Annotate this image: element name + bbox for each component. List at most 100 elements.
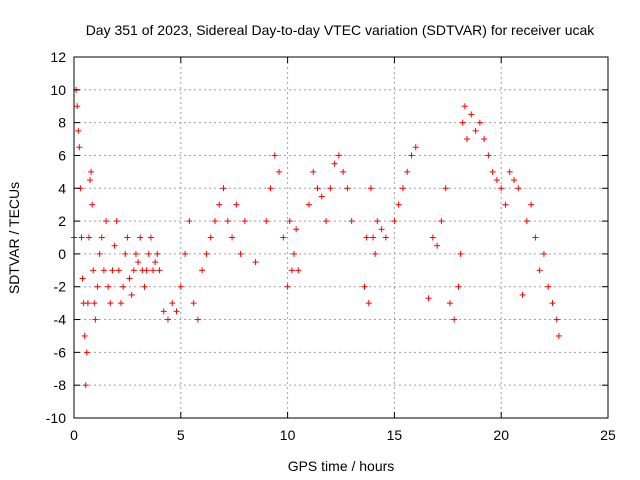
data-point <box>271 152 278 159</box>
data-point <box>314 185 321 192</box>
y-axis-label: SDTVAR / TECUs <box>6 182 22 294</box>
data-point <box>190 300 197 307</box>
data-point <box>459 119 466 126</box>
data-point <box>186 218 193 225</box>
data-point <box>160 308 167 315</box>
data-point <box>154 250 161 257</box>
data-point <box>216 201 223 208</box>
axis-ticks: -10 -8 -6 -4 -2 0 2 4 6 8 10 12 0 5 10 15 20 25 <box>46 49 616 443</box>
data-point <box>111 242 118 249</box>
data-point <box>207 234 214 241</box>
data-points <box>71 86 562 389</box>
data-point <box>224 218 231 225</box>
data-point <box>412 144 419 151</box>
data-point <box>331 160 338 167</box>
data-point <box>382 234 389 241</box>
data-point <box>318 193 325 200</box>
data-point <box>404 168 411 175</box>
data-point <box>81 332 88 339</box>
data-point <box>515 185 522 192</box>
data-point <box>523 218 530 225</box>
data-point <box>156 267 163 274</box>
data-point <box>135 259 142 266</box>
data-point <box>348 218 355 225</box>
data-point <box>76 144 83 151</box>
data-point <box>233 201 240 208</box>
data-point <box>451 316 458 323</box>
data-point <box>284 283 291 290</box>
y-tick-label: 8 <box>58 115 66 131</box>
data-point <box>323 218 330 225</box>
data-point <box>365 300 372 307</box>
data-point <box>446 300 453 307</box>
data-point <box>464 136 471 143</box>
data-point <box>90 267 97 274</box>
y-tick-label: -2 <box>54 279 67 295</box>
x-tick-label: 20 <box>493 427 509 443</box>
data-point <box>502 201 509 208</box>
data-point <box>130 267 137 274</box>
x-tick-label: 5 <box>177 427 185 443</box>
data-point <box>82 382 89 389</box>
data-point <box>89 201 96 208</box>
data-point <box>327 185 334 192</box>
data-point <box>555 332 562 339</box>
data-point <box>98 234 105 241</box>
data-point <box>173 308 180 315</box>
y-tick-label: 6 <box>58 147 66 163</box>
data-point <box>425 295 432 302</box>
data-point <box>79 275 86 282</box>
y-tick-label: -4 <box>54 312 67 328</box>
data-point <box>96 250 103 257</box>
data-point <box>229 234 236 241</box>
data-point <box>85 234 92 241</box>
data-point <box>88 168 95 175</box>
data-point <box>485 152 492 159</box>
data-point <box>143 267 150 274</box>
data-point <box>395 201 402 208</box>
data-point <box>472 127 479 134</box>
y-tick-label: 10 <box>50 82 66 98</box>
data-point <box>182 250 189 257</box>
data-point <box>263 218 270 225</box>
data-point <box>344 185 351 192</box>
data-point <box>220 185 227 192</box>
data-point <box>489 168 496 175</box>
data-point <box>126 275 133 282</box>
data-point <box>164 316 171 323</box>
plot-frame <box>73 56 609 419</box>
data-point <box>78 234 85 241</box>
data-point <box>481 136 488 143</box>
y-tick-label: -10 <box>46 410 66 426</box>
data-point <box>399 185 406 192</box>
data-point <box>280 234 287 241</box>
x-tick-label: 0 <box>70 427 78 443</box>
data-point <box>288 267 295 274</box>
data-point <box>340 168 347 175</box>
data-point <box>372 250 379 257</box>
data-point <box>137 234 144 241</box>
data-point <box>103 218 110 225</box>
x-axis-label: GPS time / hours <box>288 458 395 474</box>
data-point <box>438 218 445 225</box>
data-point <box>100 267 107 274</box>
chart-title: Day 351 of 2023, Sidereal Day-to-day VTE… <box>86 22 596 38</box>
x-tick-label: 10 <box>280 427 296 443</box>
data-point <box>124 234 131 241</box>
data-point <box>122 250 129 257</box>
data-point <box>177 283 184 290</box>
data-point <box>549 300 556 307</box>
data-point <box>310 168 317 175</box>
data-point <box>113 218 120 225</box>
data-point <box>115 267 122 274</box>
data-point <box>276 168 283 175</box>
data-point <box>506 168 513 175</box>
data-point <box>291 250 298 257</box>
data-point <box>74 103 81 110</box>
y-tick-label: -6 <box>54 344 67 360</box>
data-point <box>286 218 293 225</box>
data-point <box>84 300 91 307</box>
data-point <box>109 267 116 274</box>
grid-lines <box>74 57 608 418</box>
